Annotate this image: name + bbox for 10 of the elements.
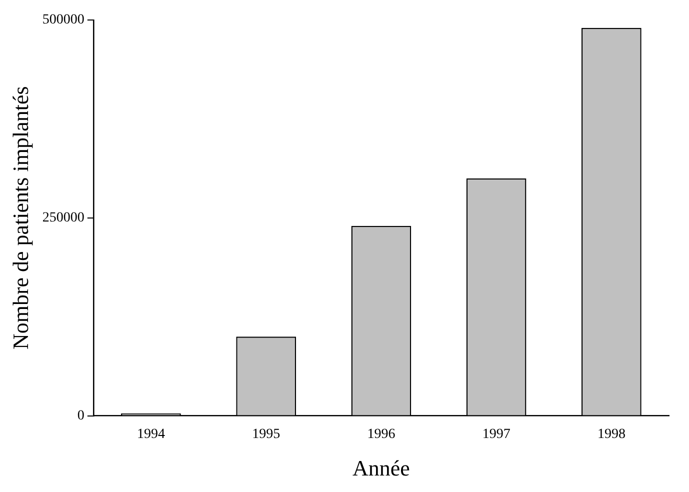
x-tick-label: 1998 xyxy=(597,426,626,442)
x-tick-label: 1995 xyxy=(252,426,280,442)
y-axis-title: Nombre de patients implantés xyxy=(8,86,33,350)
x-axis-title: Année xyxy=(352,456,410,481)
y-tick-label: 250000 xyxy=(42,210,84,226)
x-tick-label: 1997 xyxy=(482,426,510,442)
x-tick-label: 1996 xyxy=(367,426,396,442)
y-tick-label: 0 xyxy=(77,408,84,424)
y-tick-label: 500000 xyxy=(42,12,84,28)
x-tick-label: 1994 xyxy=(136,426,165,442)
